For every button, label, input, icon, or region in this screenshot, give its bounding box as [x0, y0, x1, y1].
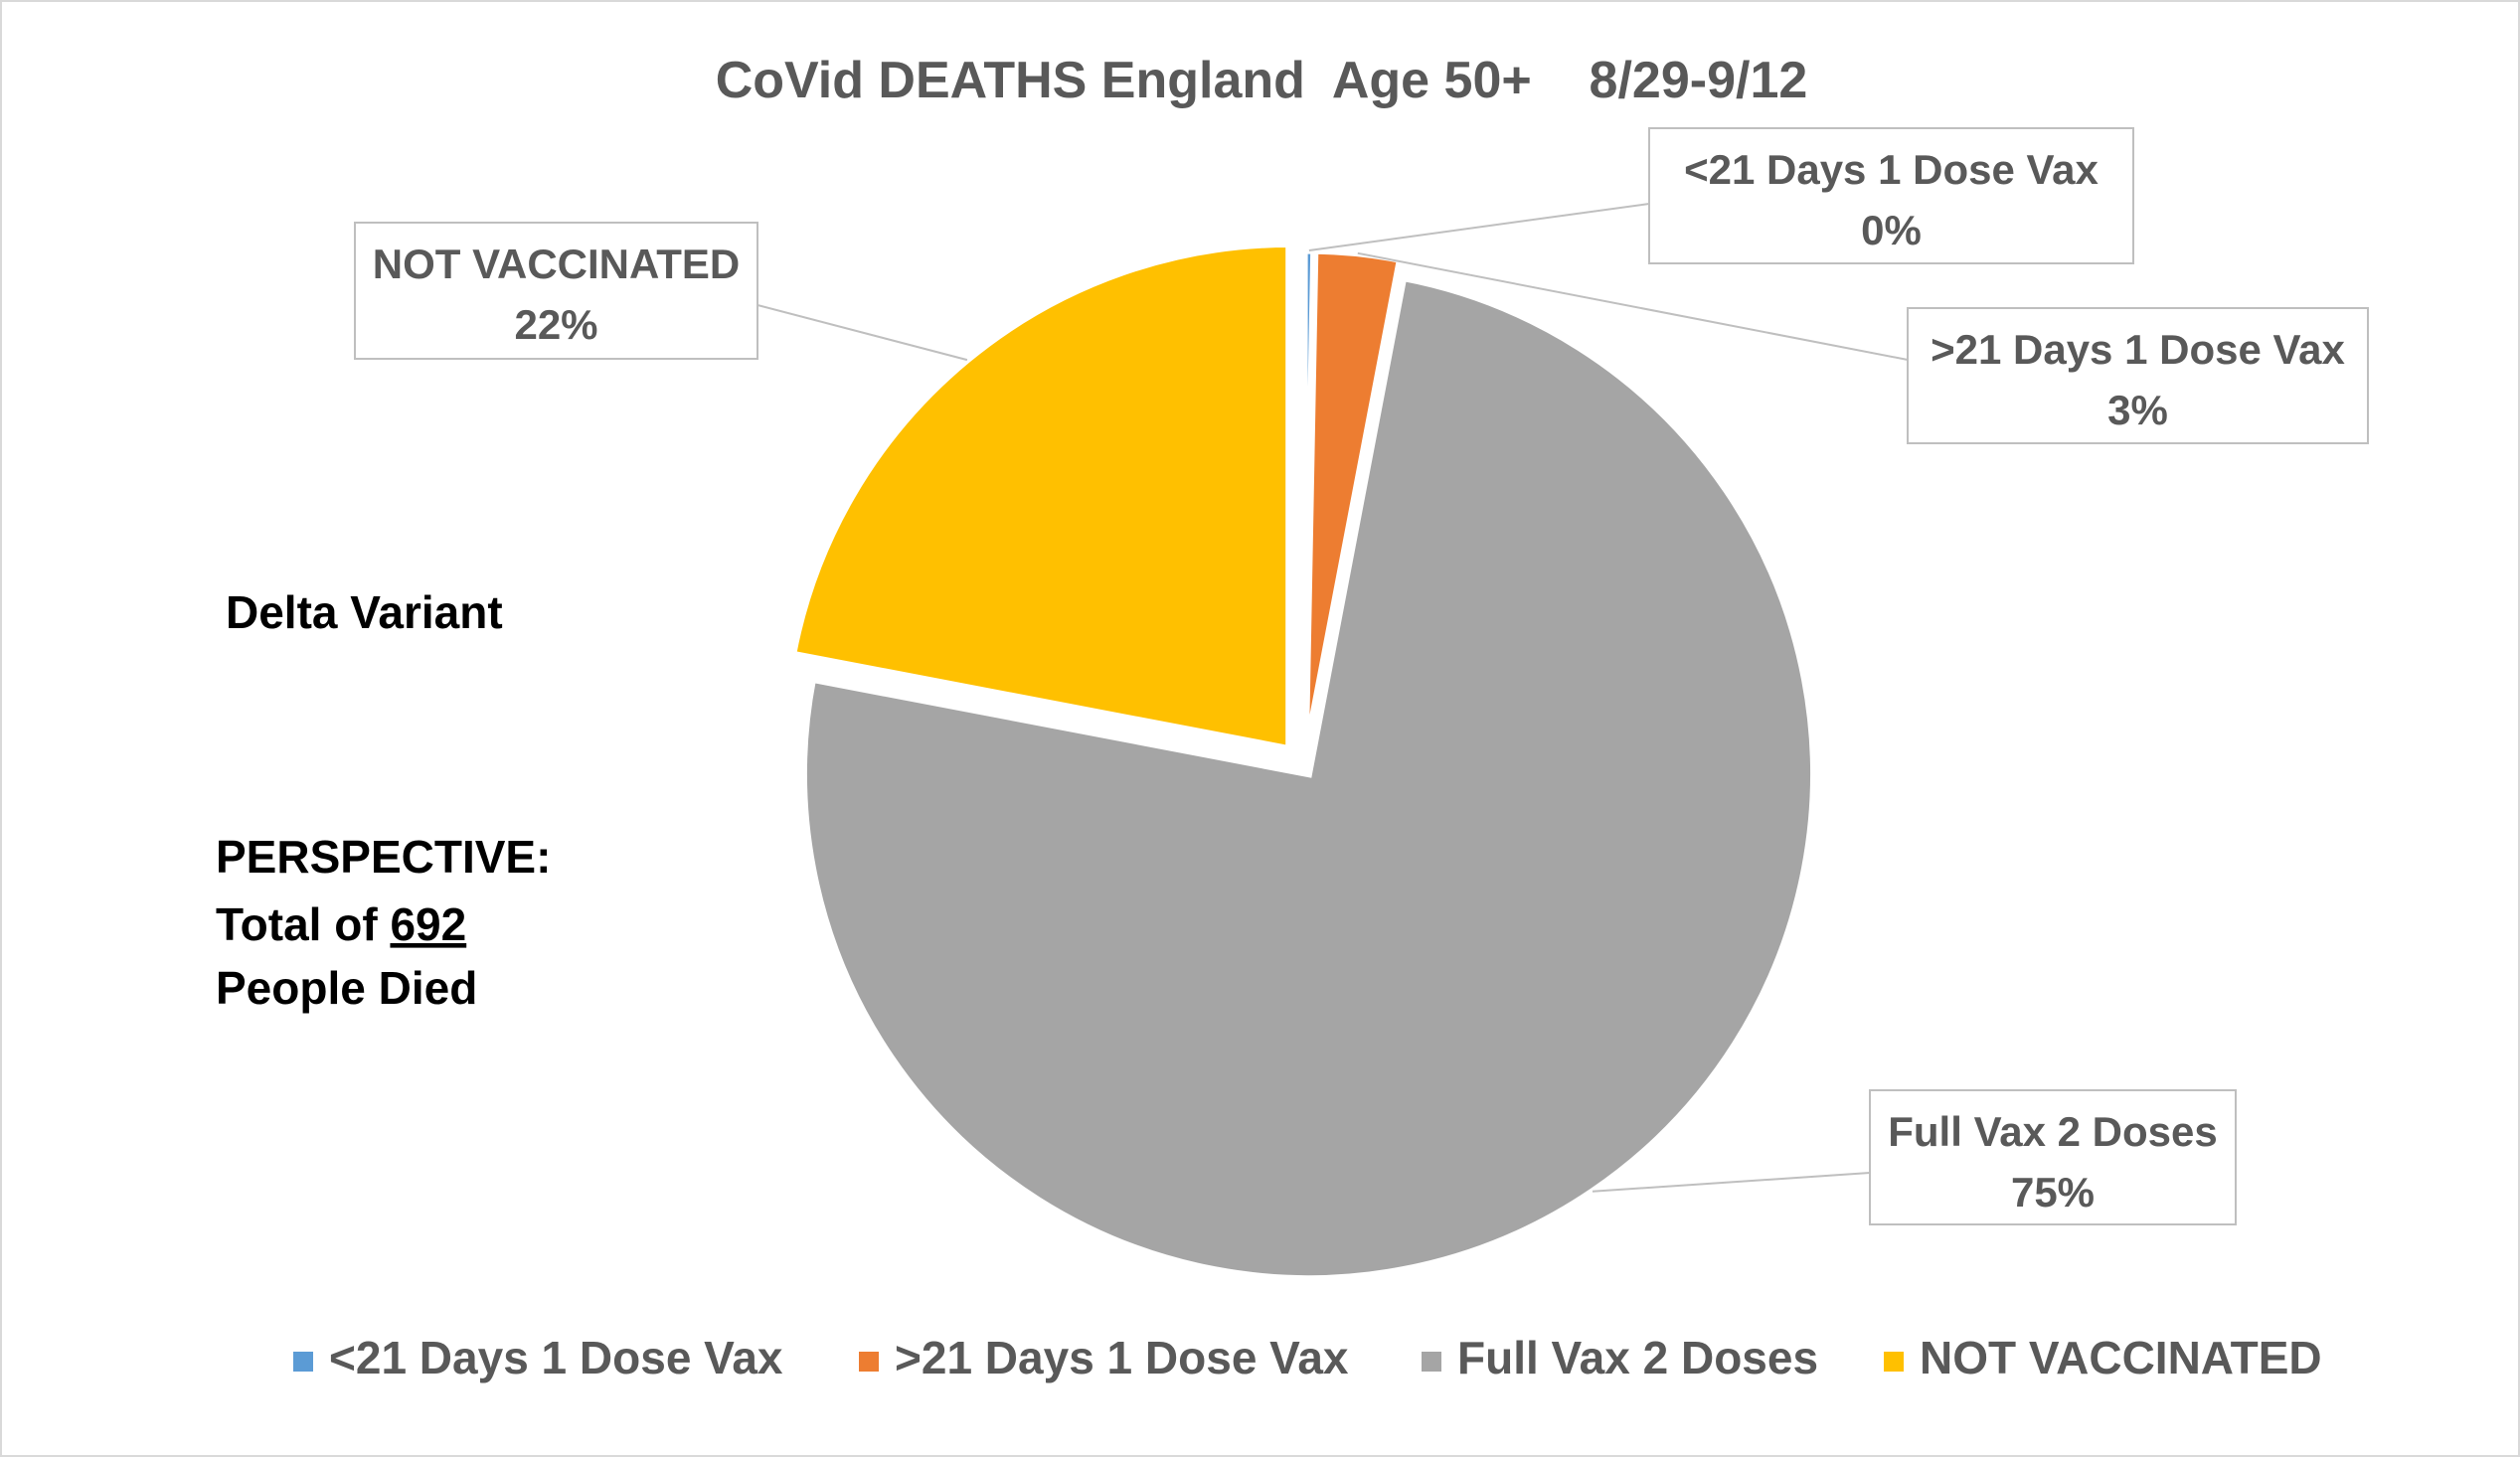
legend-swatch-not-vaccinated — [1884, 1352, 1904, 1372]
perspective-total-number: 692 — [390, 898, 466, 950]
callout-21-days-1-dose-vax: >21 Days 1 Dose Vax 3% — [1907, 307, 2369, 444]
legend-item-21-days-1-dose-vax: <21 Days 1 Dose Vax — [293, 1332, 783, 1383]
legend-swatch-21-days-1-dose-vax — [859, 1352, 879, 1372]
legend-label-21-days-1-dose-vax: <21 Days 1 Dose Vax — [329, 1332, 783, 1383]
legend-label-not-vaccinated: NOT VACCINATED — [1920, 1332, 2322, 1383]
leader-line-21-days-1-dose-vax — [1357, 251, 1909, 361]
callout-percent-21-days-1-dose-vax: 0% — [1861, 207, 1922, 253]
leader-line-21-days-1-dose-vax — [1308, 203, 1650, 251]
pie-slice-not-vaccinated — [788, 241, 1293, 753]
callout-percent-not-vaccinated: 22% — [514, 301, 597, 348]
callout-category-21-days-1-dose-vax: >21 Days 1 Dose Vax — [1931, 326, 2345, 373]
callout-box-21-days-1-dose-vax — [1907, 307, 2369, 444]
chart-title: CoVid DEATHS England Age 50+ 8/29-9/12 — [716, 52, 1808, 109]
perspective-total: Total of 692 — [216, 898, 466, 950]
callout-full-vax-2-doses: Full Vax 2 Doses 75% — [1869, 1089, 2237, 1225]
callout-box-21-days-1-dose-vax — [1648, 127, 2134, 264]
perspective-heading: PERSPECTIVE: — [216, 831, 551, 883]
callout-not-vaccinated: NOT VACCINATED 22% — [354, 222, 758, 360]
callout-box-full-vax-2-doses — [1869, 1089, 2237, 1225]
callout-percent-21-days-1-dose-vax: 3% — [2107, 387, 2168, 433]
leader-line-not-vaccinated — [756, 304, 968, 362]
chart-legend: <21 Days 1 Dose Vax >21 Days 1 Dose Vax Fu… — [293, 1332, 2322, 1383]
legend-swatch-full-vax-2-doses — [1422, 1352, 1441, 1372]
legend-item-full-vax-2-doses: Full Vax 2 Doses — [1422, 1332, 1818, 1383]
callout-category-21-days-1-dose-vax: <21 Days 1 Dose Vax — [1684, 146, 2099, 193]
legend-label-full-vax-2-doses: Full Vax 2 Doses — [1457, 1332, 1818, 1383]
callout-leaders — [756, 203, 1909, 1193]
callout-category-full-vax-2-doses: Full Vax 2 Doses — [1888, 1108, 2218, 1155]
legend-item-21-days-1-dose-vax: >21 Days 1 Dose Vax — [859, 1332, 1349, 1383]
data-callouts: <21 Days 1 Dose Vax 0% >21 Days 1 Dose Vax… — [354, 127, 2369, 1225]
perspective-total-prefix: Total of — [216, 898, 390, 950]
legend-swatch-21-days-1-dose-vax — [293, 1352, 313, 1372]
callout-21-days-1-dose-vax: <21 Days 1 Dose Vax 0% — [1648, 127, 2134, 264]
callout-category-not-vaccinated: NOT VACCINATED — [373, 241, 740, 287]
perspective-people-died: People Died — [216, 962, 477, 1014]
legend-label-21-days-1-dose-vax: >21 Days 1 Dose Vax — [895, 1332, 1349, 1383]
pie-slices — [788, 241, 1817, 1283]
leader-line-full-vax-2-doses — [1592, 1172, 1871, 1193]
callout-percent-full-vax-2-doses: 75% — [2011, 1169, 2095, 1216]
legend-item-not-vaccinated: NOT VACCINATED — [1884, 1332, 2322, 1383]
variant-label: Delta Variant — [226, 586, 503, 638]
callout-box-not-vaccinated — [354, 222, 758, 360]
